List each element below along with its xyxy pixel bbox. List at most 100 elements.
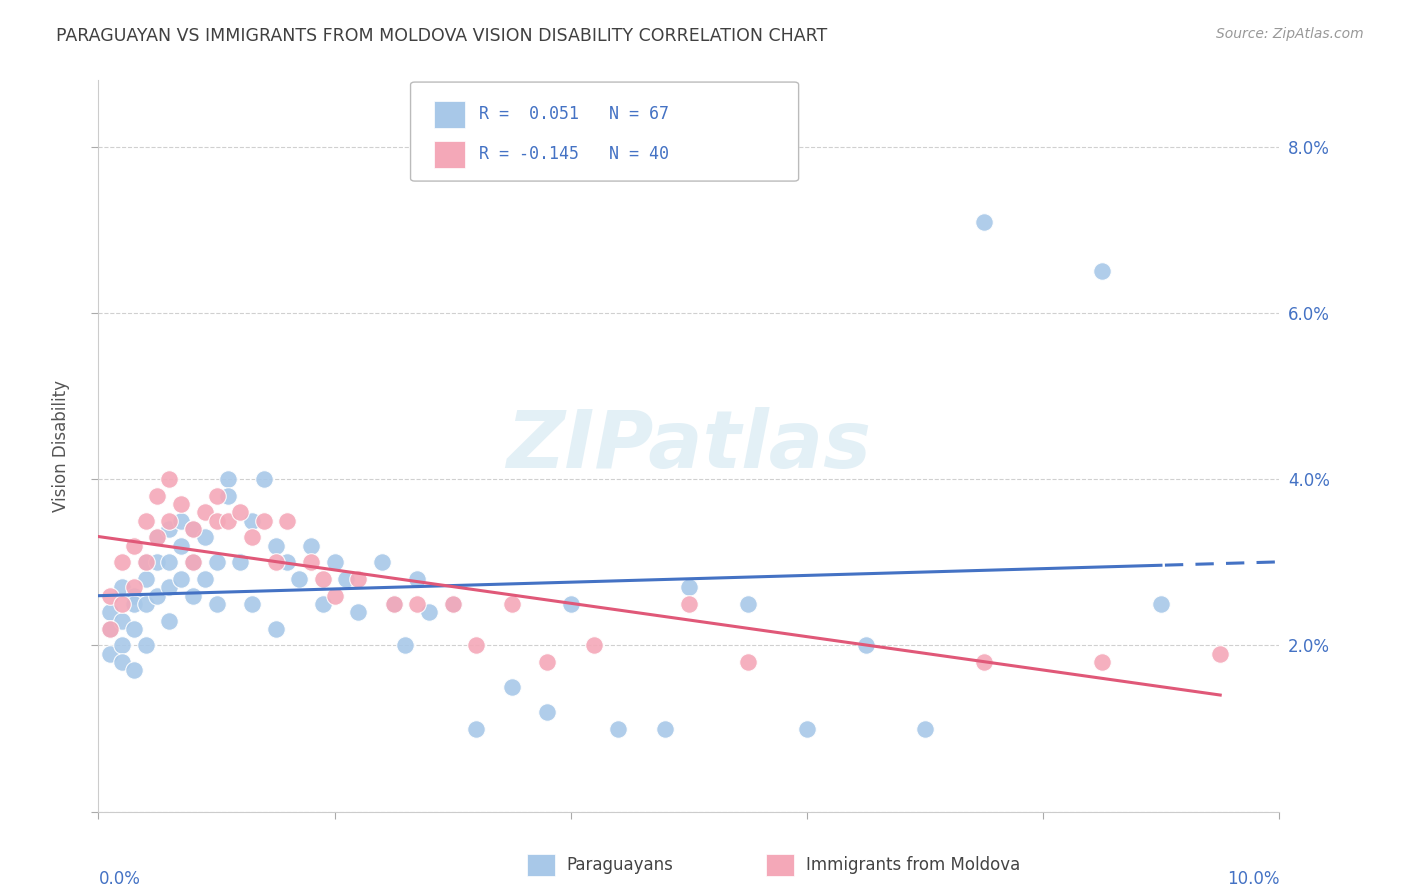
Point bbox=[323, 589, 346, 603]
Point bbox=[501, 597, 523, 611]
Point bbox=[441, 597, 464, 611]
Point bbox=[1150, 597, 1173, 611]
Point bbox=[111, 639, 134, 653]
Point bbox=[170, 497, 193, 511]
Point bbox=[111, 655, 134, 669]
Point bbox=[465, 722, 488, 736]
Point bbox=[122, 580, 145, 594]
Point bbox=[181, 589, 204, 603]
Point bbox=[194, 530, 217, 544]
Point bbox=[146, 555, 169, 569]
Point bbox=[583, 639, 606, 653]
Point bbox=[264, 555, 287, 569]
Point bbox=[264, 622, 287, 636]
Point bbox=[194, 572, 217, 586]
Point bbox=[217, 514, 239, 528]
Point bbox=[135, 639, 157, 653]
Point bbox=[855, 639, 877, 653]
Point bbox=[205, 489, 228, 503]
Point bbox=[146, 589, 169, 603]
Text: ZIPatlas: ZIPatlas bbox=[506, 407, 872, 485]
Text: PARAGUAYAN VS IMMIGRANTS FROM MOLDOVA VISION DISABILITY CORRELATION CHART: PARAGUAYAN VS IMMIGRANTS FROM MOLDOVA VI… bbox=[56, 27, 828, 45]
Text: Immigrants from Moldova: Immigrants from Moldova bbox=[806, 856, 1019, 874]
Point bbox=[299, 555, 322, 569]
Point bbox=[914, 722, 936, 736]
Point bbox=[240, 514, 263, 528]
Point bbox=[335, 572, 357, 586]
Point bbox=[406, 597, 429, 611]
Point bbox=[264, 539, 287, 553]
Point bbox=[205, 555, 228, 569]
Point bbox=[371, 555, 394, 569]
Point bbox=[170, 514, 193, 528]
Point bbox=[347, 605, 370, 619]
Point bbox=[135, 555, 157, 569]
Point bbox=[181, 522, 204, 536]
Point bbox=[122, 664, 145, 678]
Point bbox=[111, 580, 134, 594]
Point bbox=[323, 555, 346, 569]
Point bbox=[194, 506, 217, 520]
Point bbox=[465, 639, 488, 653]
Text: Paraguayans: Paraguayans bbox=[567, 856, 673, 874]
Point bbox=[312, 597, 335, 611]
Point bbox=[240, 530, 263, 544]
Point bbox=[111, 614, 134, 628]
Point bbox=[157, 555, 180, 569]
Text: Source: ZipAtlas.com: Source: ZipAtlas.com bbox=[1216, 27, 1364, 41]
Y-axis label: Vision Disability: Vision Disability bbox=[52, 380, 70, 512]
Point bbox=[347, 572, 370, 586]
Point bbox=[98, 589, 121, 603]
Point bbox=[205, 597, 228, 611]
Point bbox=[253, 472, 276, 486]
Point bbox=[973, 655, 995, 669]
Text: 0.0%: 0.0% bbox=[98, 870, 141, 888]
Point bbox=[418, 605, 440, 619]
Point bbox=[122, 622, 145, 636]
Point bbox=[217, 472, 239, 486]
Point bbox=[229, 506, 252, 520]
Point bbox=[299, 539, 322, 553]
Point bbox=[382, 597, 405, 611]
Point bbox=[276, 555, 298, 569]
Text: 10.0%: 10.0% bbox=[1227, 870, 1279, 888]
Point bbox=[796, 722, 818, 736]
Point bbox=[135, 597, 157, 611]
Text: R =  0.051   N = 67: R = 0.051 N = 67 bbox=[479, 105, 669, 123]
Text: R = -0.145   N = 40: R = -0.145 N = 40 bbox=[479, 145, 669, 163]
Point bbox=[157, 514, 180, 528]
Point bbox=[170, 572, 193, 586]
Point bbox=[111, 597, 134, 611]
Point bbox=[312, 572, 335, 586]
Point bbox=[382, 597, 405, 611]
Point bbox=[394, 639, 416, 653]
Point bbox=[253, 514, 276, 528]
Point bbox=[737, 655, 759, 669]
Point bbox=[181, 555, 204, 569]
Point bbox=[678, 580, 700, 594]
Point bbox=[217, 489, 239, 503]
Point bbox=[111, 555, 134, 569]
Point bbox=[181, 522, 204, 536]
Point bbox=[536, 705, 558, 719]
Point bbox=[122, 589, 145, 603]
Point bbox=[170, 539, 193, 553]
Point bbox=[1091, 655, 1114, 669]
Point bbox=[536, 655, 558, 669]
Point bbox=[157, 580, 180, 594]
Point bbox=[181, 555, 204, 569]
Point bbox=[157, 614, 180, 628]
Point bbox=[654, 722, 676, 736]
Point bbox=[560, 597, 582, 611]
Point bbox=[98, 647, 121, 661]
Point bbox=[607, 722, 630, 736]
Point bbox=[288, 572, 311, 586]
Point bbox=[276, 514, 298, 528]
Point bbox=[122, 597, 145, 611]
Point bbox=[157, 472, 180, 486]
Point bbox=[146, 489, 169, 503]
Point bbox=[157, 522, 180, 536]
Point bbox=[1091, 264, 1114, 278]
Point bbox=[98, 605, 121, 619]
Point bbox=[1209, 647, 1232, 661]
